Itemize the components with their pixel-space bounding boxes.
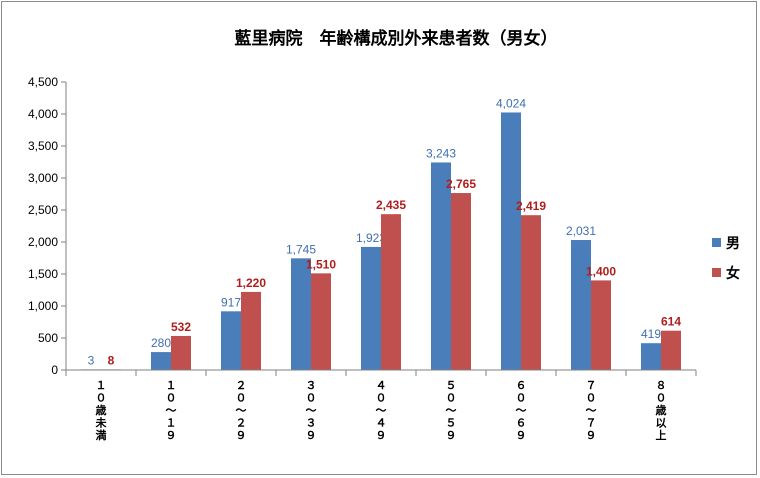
y-tick-label: 3,500 — [28, 139, 58, 153]
data-label-male: 280 — [151, 336, 171, 350]
x-tick-label-char: ４ — [376, 417, 387, 430]
bar-male — [571, 240, 591, 370]
x-tick-label-char: ０ — [306, 392, 317, 405]
bar-male — [151, 352, 171, 370]
x-tick-label-char: ０ — [236, 392, 247, 405]
data-label-male: 1,745 — [286, 242, 316, 256]
data-label-female: 2,765 — [446, 177, 476, 191]
x-tick-label-char: 〜 — [376, 404, 387, 417]
x-tick-label-char: ８ — [656, 379, 667, 392]
data-label-male: 4,024 — [496, 96, 526, 110]
data-label-male: 3 — [88, 353, 95, 367]
x-tick-label-char: 〜 — [166, 404, 177, 417]
x-tick-label-char: ４ — [376, 379, 387, 392]
x-tick-label-char: ０ — [166, 392, 177, 405]
x-tick-label-char: 未 — [95, 416, 108, 430]
data-label-male: 3,243 — [426, 146, 456, 160]
y-tick-label: 0 — [51, 363, 58, 377]
data-label-female: 1,510 — [306, 257, 336, 271]
x-tick-label-char: 満 — [96, 428, 107, 442]
x-tick-label-char: 歳 — [96, 403, 107, 417]
x-tick-label-char: ９ — [236, 429, 247, 442]
x-tick-label-char: ９ — [166, 429, 177, 442]
x-tick-label-char: ０ — [656, 392, 667, 405]
x-tick-label-char: ５ — [446, 417, 457, 430]
y-tick-label: 3,000 — [28, 171, 58, 185]
y-tick-label: 2,000 — [28, 235, 58, 249]
x-tick-label-char: ３ — [306, 379, 317, 392]
y-tick-label: 4,500 — [28, 75, 58, 89]
bar-male — [501, 112, 521, 371]
x-tick-label-char: ７ — [586, 379, 597, 392]
bar-female — [241, 291, 261, 370]
x-tick-label-char: ９ — [446, 429, 457, 442]
x-tick-label-char: ０ — [516, 392, 527, 405]
bar-male — [641, 343, 661, 370]
x-tick-label-char: １ — [96, 379, 107, 392]
data-label-female: 614 — [661, 315, 681, 329]
legend-label-female: 女 — [726, 265, 740, 282]
bar-female — [521, 215, 541, 370]
x-tick-label-char: 歳 — [656, 403, 667, 417]
x-tick-label-char: 〜 — [586, 404, 597, 417]
x-tick-label-char: 上 — [656, 428, 667, 442]
bar-female — [591, 280, 611, 370]
x-tick-label-char: ６ — [516, 417, 527, 430]
x-tick-label-char: ３ — [306, 417, 317, 430]
x-tick-label-char: ９ — [376, 429, 387, 442]
legend-label-male: 男 — [726, 236, 740, 252]
data-label-male: 419 — [641, 327, 661, 341]
x-tick-label-char: ０ — [446, 392, 457, 405]
data-label-male: 917 — [221, 295, 241, 309]
x-tick-label-char: ５ — [446, 379, 457, 392]
x-tick-label-char: 〜 — [306, 404, 317, 417]
bar-female — [661, 330, 681, 370]
data-label-male: 2,031 — [566, 224, 596, 238]
data-label-female: 8 — [108, 353, 115, 367]
y-tick-label: 1,000 — [28, 299, 58, 313]
x-tick-label-char: ９ — [516, 429, 527, 442]
x-tick-label-char: １ — [166, 417, 177, 430]
bar-male — [221, 311, 241, 370]
x-tick-label-char: 〜 — [446, 404, 457, 417]
data-label-female: 1,220 — [236, 276, 266, 290]
legend-swatch-female — [712, 268, 721, 277]
data-label-female: 2,435 — [376, 198, 406, 212]
bar-female — [451, 193, 471, 370]
bar-female — [171, 335, 191, 370]
data-label-female: 2,419 — [516, 199, 546, 213]
bar-female — [311, 273, 331, 370]
y-tick-label: 2,500 — [28, 203, 58, 217]
x-tick-label-char: ６ — [516, 379, 527, 392]
bar-male — [361, 246, 381, 370]
x-tick-label-char: 以 — [656, 417, 667, 430]
y-tick-label: 4,000 — [28, 107, 58, 121]
legend-swatch-male — [712, 238, 721, 247]
data-label-female: 1,400 — [586, 264, 616, 278]
x-tick-label-char: ９ — [586, 429, 597, 442]
x-tick-label-char: ７ — [586, 417, 597, 430]
x-tick-label-char: ０ — [586, 392, 597, 405]
x-tick-label-char: １ — [166, 379, 177, 392]
x-tick-label-char: 〜 — [236, 404, 247, 417]
bar-male — [291, 258, 311, 370]
chart-title: 藍里病院 年齢構成別外来患者数（男女） — [235, 28, 558, 49]
x-tick-label-char: ２ — [236, 417, 247, 430]
bar-female — [381, 214, 401, 370]
x-tick-label-char: 〜 — [516, 404, 527, 417]
x-tick-label-char: ０ — [376, 392, 387, 405]
y-tick-label: 500 — [38, 331, 58, 345]
y-tick-label: 1,500 — [28, 267, 58, 281]
x-tick-label-char: ９ — [306, 429, 317, 442]
x-tick-label-char: ０ — [96, 392, 107, 405]
data-label-female: 532 — [171, 320, 191, 334]
bar-male — [431, 162, 451, 370]
data-label-male: 1,923 — [356, 231, 386, 245]
x-tick-label-char: ２ — [236, 379, 247, 392]
